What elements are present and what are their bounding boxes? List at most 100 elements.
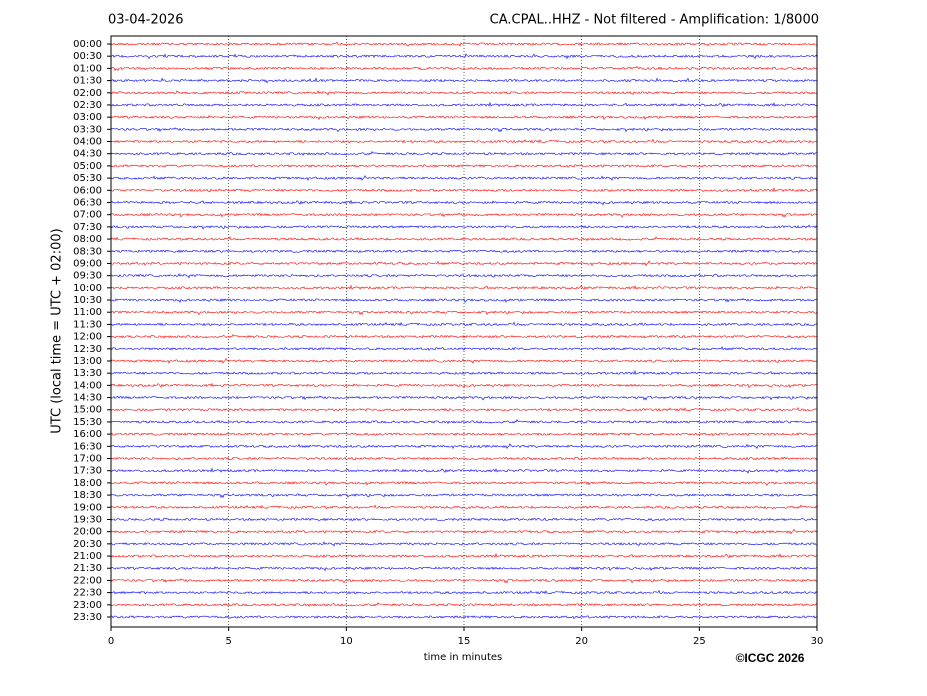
trace (110, 589, 818, 595)
y-tick-label: 16:30 (73, 441, 102, 452)
y-tick-label: 04:00 (73, 137, 102, 148)
y-tick-label: 10:30 (73, 295, 102, 306)
y-tick-label: 21:00 (73, 551, 102, 562)
y-tick-label: 03:00 (73, 112, 102, 123)
trace (110, 41, 818, 47)
trace (110, 224, 818, 230)
y-tick-label: 20:30 (73, 539, 102, 550)
trace (110, 552, 818, 559)
y-tick-label: 19:30 (73, 514, 102, 525)
y-tick-label: 02:30 (73, 100, 102, 111)
y-tick-label: 06:30 (73, 197, 102, 208)
trace (110, 333, 818, 339)
trace (110, 395, 818, 401)
y-tick-label: 05:30 (73, 173, 102, 184)
y-tick-label: 12:00 (73, 332, 102, 343)
y-tick-label: 11:30 (73, 319, 102, 330)
trace (110, 273, 818, 279)
y-tick-label: 04:30 (73, 149, 102, 160)
trace (110, 236, 818, 242)
trace (110, 175, 818, 181)
x-tick-label: 30 (811, 636, 824, 647)
y-tick-label: 14:30 (73, 393, 102, 404)
trace (110, 432, 818, 437)
trace (110, 90, 818, 96)
trace (110, 150, 818, 156)
trace (110, 212, 818, 218)
x-tick-label: 20 (575, 636, 588, 647)
y-tick-label: 18:30 (73, 490, 102, 501)
trace (110, 186, 818, 193)
trace (110, 260, 818, 267)
y-tick-label: 13:30 (73, 368, 102, 379)
plot-frame (110, 35, 818, 628)
y-tick-label: 10:00 (73, 283, 102, 294)
y-tick-label: 05:00 (73, 161, 102, 172)
y-tick-label: 08:30 (73, 246, 102, 257)
y-tick-label: 23:30 (73, 612, 102, 623)
y-tick-label: 22:00 (73, 575, 102, 586)
trace (110, 528, 818, 535)
trace (110, 346, 818, 351)
trace (110, 602, 818, 607)
credit: ©ICGC 2026 (736, 651, 805, 665)
y-tick-label: 02:00 (73, 88, 102, 99)
y-tick-label: 17:30 (73, 466, 102, 477)
trace (110, 480, 818, 486)
trace (110, 382, 818, 389)
trace (110, 164, 818, 169)
y-tick-label: 21:30 (73, 563, 102, 574)
y-tick-label: 13:00 (73, 356, 102, 367)
trace (110, 101, 818, 108)
x-axis-label: time in minutes (424, 652, 503, 663)
trace (110, 517, 818, 522)
x-tick-label: 25 (693, 636, 706, 647)
trace (110, 115, 818, 121)
trace (110, 443, 818, 450)
trace (110, 77, 818, 84)
trace (110, 249, 818, 254)
trace (110, 467, 818, 474)
y-tick-label: 22:30 (73, 588, 102, 599)
trace (110, 419, 818, 425)
y-tick-label: 12:30 (73, 344, 102, 355)
trace (110, 566, 818, 572)
y-tick-label: 19:00 (73, 502, 102, 513)
trace (110, 138, 818, 144)
y-tick-label: 07:30 (73, 222, 102, 233)
y-tick-label: 15:00 (73, 405, 102, 416)
y-tick-label: 20:00 (73, 527, 102, 538)
trace (110, 615, 818, 620)
grid (110, 36, 818, 627)
trace (110, 127, 818, 133)
y-tick-label: 03:30 (73, 124, 102, 135)
trace (110, 357, 818, 364)
trace (110, 284, 818, 291)
trace (110, 53, 818, 60)
y-tick-label: 15:30 (73, 417, 102, 428)
y-tick-label: 07:00 (73, 210, 102, 221)
trace (110, 310, 818, 316)
trace (110, 456, 818, 461)
y-tick-label: 09:00 (73, 258, 102, 269)
traces (110, 41, 818, 620)
trace (110, 199, 818, 206)
trace (110, 65, 818, 72)
trace (110, 297, 818, 304)
y-tick-label: 14:00 (73, 380, 102, 391)
y-tick-label: 01:30 (73, 76, 102, 87)
trace (110, 578, 818, 584)
y-tick-label: 16:00 (73, 429, 102, 440)
trace (110, 504, 818, 510)
y-tick-label: 23:00 (73, 600, 102, 611)
trace (110, 369, 818, 376)
y-tick-label: 11:00 (73, 307, 102, 318)
x-tick-label: 0 (108, 636, 114, 647)
trace (110, 541, 818, 547)
y-tick-label: 09:30 (73, 271, 102, 282)
date: 03-04-2026 (108, 13, 184, 28)
y-tick-label: 00:00 (73, 39, 102, 50)
y-tick-label: 17:00 (73, 454, 102, 465)
